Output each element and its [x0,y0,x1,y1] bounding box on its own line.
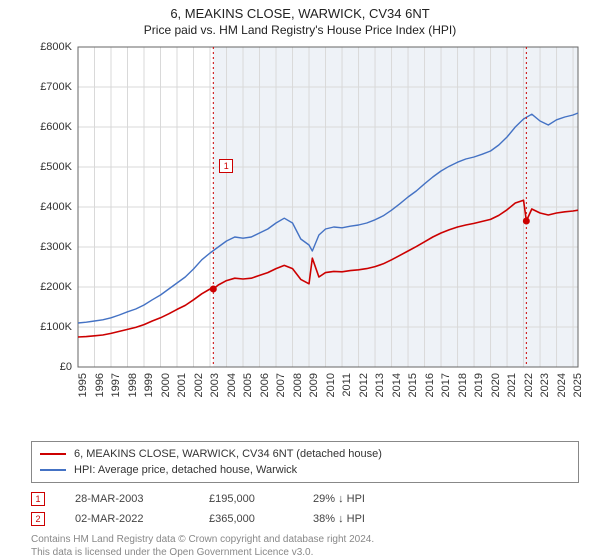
x-axis-label: 2000 [161,373,172,413]
footer: Contains HM Land Registry data © Crown c… [31,533,579,559]
y-axis-label: £100K [22,322,72,333]
footer-line2: This data is licensed under the Open Gov… [31,546,579,559]
legend-item: 6, MEAKINS CLOSE, WARWICK, CV34 6NT (det… [40,446,570,462]
x-axis-label: 2019 [474,373,485,413]
x-axis-label: 2015 [408,373,419,413]
x-axis-label: 2024 [557,373,568,413]
sale-row-marker: 2 [31,512,45,526]
sale-marker-1: 1 [219,159,233,173]
x-axis-label: 2009 [309,373,320,413]
legend-swatch [40,469,66,471]
x-axis-label: 1998 [128,373,139,413]
legend-item: HPI: Average price, detached house, Warw… [40,462,570,478]
sale-price: £195,000 [209,493,289,505]
y-axis-label: £700K [22,82,72,93]
x-axis-label: 1999 [144,373,155,413]
x-axis-label: 2006 [260,373,271,413]
legend-label: HPI: Average price, detached house, Warw… [74,462,297,478]
sale-row-marker: 1 [31,492,45,506]
sale-diff: 38% ↓ HPI [313,513,433,525]
x-axis-label: 2023 [540,373,551,413]
chart-title: 6, MEAKINS CLOSE, WARWICK, CV34 6NT [170,6,429,21]
x-axis-label: 2025 [573,373,584,413]
x-axis-label: 2016 [425,373,436,413]
x-axis-label: 2001 [177,373,188,413]
x-axis-label: 2008 [293,373,304,413]
x-axis-label: 2017 [441,373,452,413]
sale-row: 1 28-MAR-2003 £195,000 29% ↓ HPI [31,489,579,509]
y-axis-label: £800K [22,42,72,53]
legend-swatch [40,453,66,455]
sale-date: 02-MAR-2022 [75,513,185,525]
x-axis-label: 2020 [491,373,502,413]
x-axis-label: 2018 [458,373,469,413]
line-chart [30,43,590,379]
chart-area: £0£100K£200K£300K£400K£500K£600K£700K£80… [30,43,590,403]
y-axis-label: £200K [22,282,72,293]
x-axis-label: 2014 [392,373,403,413]
x-axis-label: 2012 [359,373,370,413]
legend: 6, MEAKINS CLOSE, WARWICK, CV34 6NT (det… [31,441,579,483]
x-axis-label: 2013 [375,373,386,413]
y-axis-label: £600K [22,122,72,133]
footer-line1: Contains HM Land Registry data © Crown c… [31,533,579,546]
x-axis-label: 2005 [243,373,254,413]
chart-subtitle: Price paid vs. HM Land Registry's House … [144,23,456,37]
x-axis-label: 1997 [111,373,122,413]
y-axis-label: £300K [22,242,72,253]
y-axis-label: £400K [22,202,72,213]
y-axis-label: £0 [22,362,72,373]
page: 6, MEAKINS CLOSE, WARWICK, CV34 6NT Pric… [0,0,600,560]
x-axis-label: 2022 [524,373,535,413]
sale-diff: 29% ↓ HPI [313,493,433,505]
x-axis-label: 1995 [78,373,89,413]
sale-row: 2 02-MAR-2022 £365,000 38% ↓ HPI [31,509,579,529]
sales-table: 1 28-MAR-2003 £195,000 29% ↓ HPI 2 02-MAR-202… [31,489,579,529]
x-axis-label: 1996 [95,373,106,413]
x-axis-label: 2021 [507,373,518,413]
sale-price: £365,000 [209,513,289,525]
sale-date: 28-MAR-2003 [75,493,185,505]
x-axis-label: 2011 [342,373,353,413]
x-axis-label: 2002 [194,373,205,413]
y-axis-label: £500K [22,162,72,173]
x-axis-label: 2007 [276,373,287,413]
x-axis-label: 2010 [326,373,337,413]
x-axis-label: 2004 [227,373,238,413]
legend-label: 6, MEAKINS CLOSE, WARWICK, CV34 6NT (det… [74,446,382,462]
x-axis-label: 2003 [210,373,221,413]
